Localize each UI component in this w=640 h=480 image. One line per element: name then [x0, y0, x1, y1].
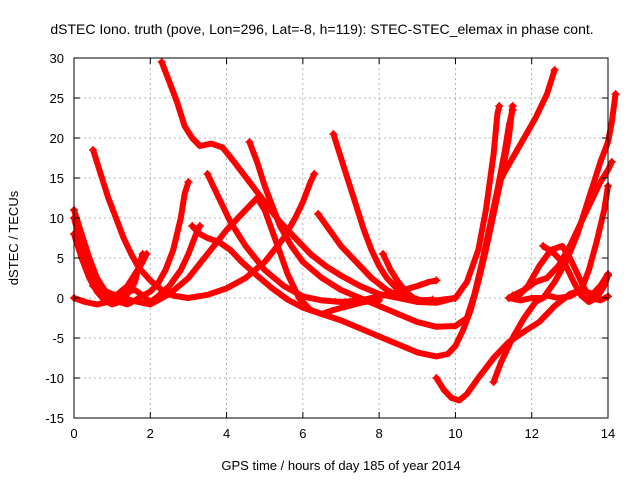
series-19-end-marker — [611, 90, 620, 98]
series-18-end-marker — [497, 174, 506, 182]
y-axis-label: dSTEC / TECUs — [6, 190, 21, 285]
x-tick-label: 8 — [376, 426, 383, 441]
x-tick-label: 10 — [448, 426, 462, 441]
chart-title: dSTEC Iono. truth (pove, Lon=296, Lat=-8… — [50, 21, 593, 37]
series-11-end-marker — [314, 210, 323, 218]
series-13-line — [380, 251, 436, 304]
series-1-end-marker — [184, 178, 193, 186]
y-tick-label: -10 — [45, 371, 64, 386]
series-6-end-marker — [157, 58, 166, 66]
plot-frame — [73, 57, 609, 419]
series-8-end-marker — [432, 276, 441, 285]
x-axis-label: GPS time / hours of day 185 of year 2014 — [221, 458, 460, 473]
series-14-end-marker — [432, 374, 441, 382]
series-15-line — [490, 183, 611, 385]
series-5-end-marker — [310, 170, 319, 178]
y-tick-label: 20 — [50, 131, 64, 146]
x-tick-label: 2 — [147, 426, 154, 441]
series-10-end-marker — [375, 296, 384, 305]
series-13-end-marker — [428, 295, 437, 304]
y-tick-label: -15 — [45, 411, 64, 426]
series-12-end-marker — [329, 130, 338, 138]
series-18-line — [498, 67, 558, 181]
y-tick-label: -5 — [52, 331, 64, 346]
series-4-end-marker — [142, 250, 151, 258]
series-9-line — [246, 107, 516, 330]
y-tick-label: 15 — [50, 171, 64, 186]
series-3-end-marker — [195, 222, 204, 230]
series-8-end-marker — [203, 170, 212, 178]
x-tick-label: 0 — [70, 426, 77, 441]
y-tick-label: 0 — [57, 291, 64, 306]
x-tick-label: 14 — [601, 426, 615, 441]
series-3-line — [71, 215, 203, 305]
x-tick-label: 6 — [299, 426, 306, 441]
series-15-end-marker — [489, 378, 498, 386]
series-20-end-marker — [607, 158, 616, 166]
series-6-line — [158, 59, 503, 306]
series-7-end-marker — [188, 222, 197, 230]
axis-ticks — [73, 57, 609, 419]
series-9-end-marker — [508, 106, 517, 114]
grid-lines — [74, 58, 608, 418]
x-tick-labels: 0 2 4 6 8 10 12 14 — [70, 426, 615, 441]
y-tick-label: 5 — [57, 251, 64, 266]
data-series — [70, 58, 620, 404]
x-tick-label: 12 — [524, 426, 538, 441]
y-tick-label: 30 — [50, 51, 64, 66]
series-6-end-marker — [495, 102, 504, 110]
series-17-end-marker — [539, 242, 548, 250]
series-5-end-marker — [89, 146, 98, 154]
series-13-end-marker — [378, 250, 387, 258]
x-tick-label: 4 — [223, 426, 230, 441]
series-8-line — [204, 171, 440, 305]
y-tick-labels: -15 -10 -5 0 5 10 15 20 25 30 — [45, 51, 64, 426]
y-tick-label: 25 — [50, 91, 64, 106]
series-10-end-marker — [89, 282, 98, 290]
series-5-line — [90, 147, 318, 301]
y-tick-label: 10 — [50, 211, 64, 226]
series-11-end-marker — [451, 294, 460, 302]
series-9-end-marker — [245, 138, 254, 146]
series-18-end-marker — [550, 66, 559, 74]
series-19-line — [505, 91, 619, 304]
series-12-line — [330, 131, 421, 303]
series-20-end-marker — [508, 291, 517, 300]
series-17-line — [540, 243, 611, 305]
series-10-line — [90, 195, 383, 317]
